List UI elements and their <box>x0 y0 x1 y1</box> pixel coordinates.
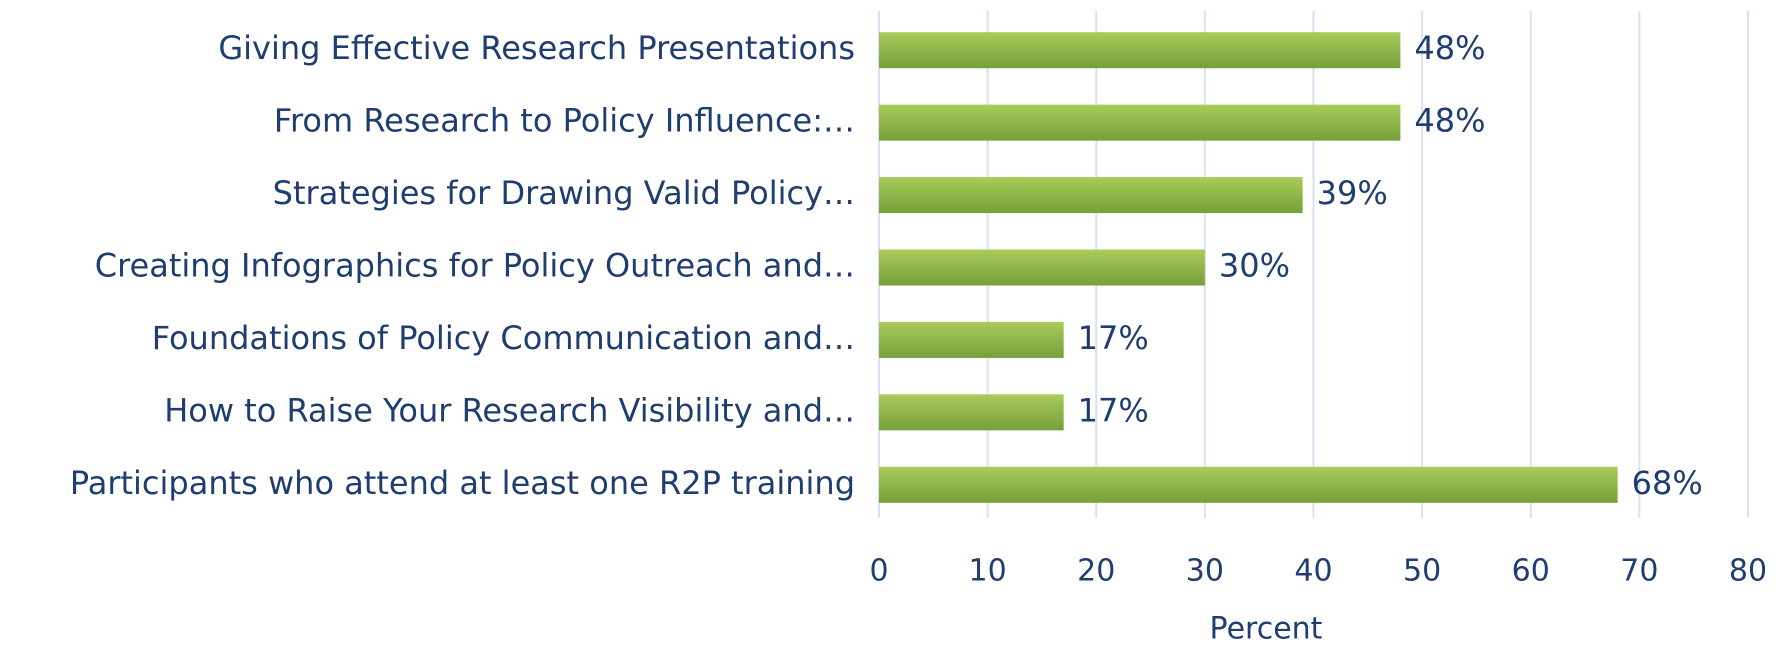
x-tick-label: 40 <box>1294 554 1332 589</box>
value-label: 17% <box>1078 319 1149 357</box>
bar <box>879 32 1401 69</box>
bar <box>879 249 1205 286</box>
x-tick-label: 60 <box>1512 554 1550 589</box>
x-tick-label: 20 <box>1077 554 1115 589</box>
bar <box>879 466 1618 503</box>
category-label: From Research to Policy Influence:… <box>274 102 855 140</box>
bar <box>879 104 1401 141</box>
value-label: 48% <box>1414 102 1485 140</box>
x-tick-label: 30 <box>1186 554 1224 589</box>
x-axis-label: Percent <box>1210 612 1323 647</box>
value-label: 48% <box>1414 29 1485 67</box>
category-label: How to Raise Your Research Visibility an… <box>164 391 855 429</box>
x-tick-label: 70 <box>1620 554 1658 589</box>
bar <box>879 394 1064 431</box>
value-label: 30% <box>1219 247 1290 285</box>
category-label: Foundations of Policy Communication and… <box>152 319 855 357</box>
category-label: Creating Infographics for Policy Outreac… <box>95 247 855 285</box>
x-tick-label: 50 <box>1403 554 1441 589</box>
category-label: Strategies for Drawing Valid Policy… <box>273 174 855 212</box>
category-label: Participants who attend at least one R2P… <box>70 464 855 502</box>
value-label: 17% <box>1078 391 1149 429</box>
value-label: 68% <box>1632 464 1703 502</box>
category-label: Giving Effective Research Presentations <box>218 29 855 67</box>
x-tick-label: 0 <box>869 554 888 589</box>
x-tick-label: 10 <box>969 554 1007 589</box>
bar <box>879 321 1064 358</box>
bar <box>879 177 1303 214</box>
x-tick-label: 80 <box>1729 554 1767 589</box>
value-label: 39% <box>1317 174 1388 212</box>
